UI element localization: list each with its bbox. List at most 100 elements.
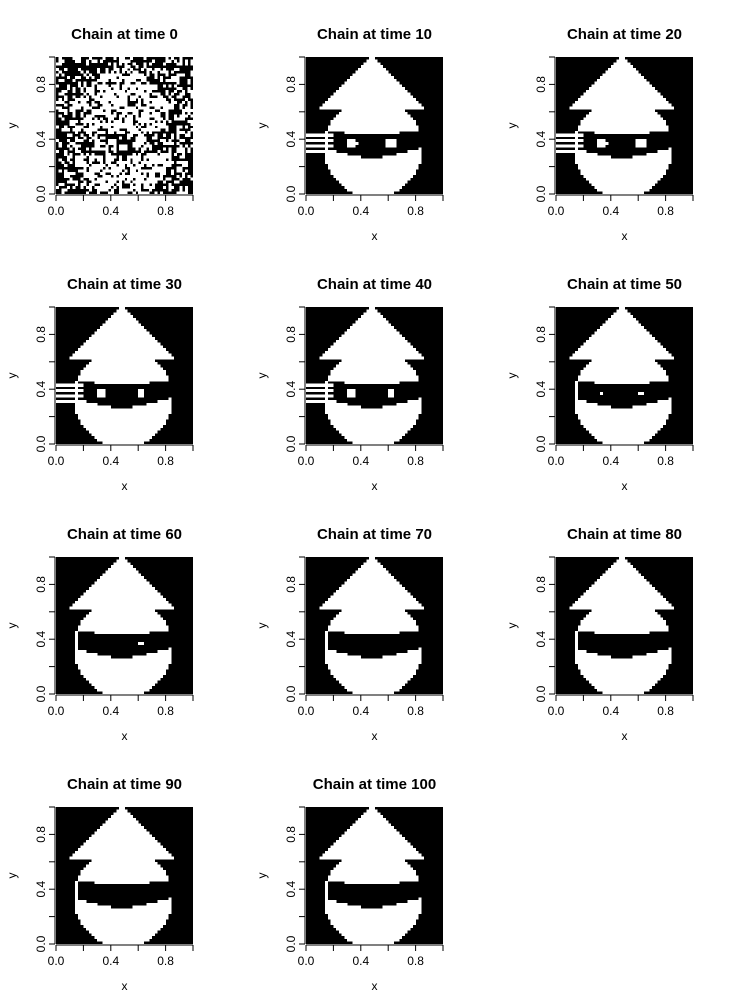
y-axis-label: y: [505, 373, 519, 379]
x-axis-label: x: [122, 229, 128, 243]
x-axis-label: x: [122, 729, 128, 743]
x-tick-label: 0.8: [407, 704, 424, 718]
x-tick-label: 0.0: [298, 704, 315, 718]
y-tick-label: 0.0: [284, 935, 298, 952]
y-tick-label: 0.4: [284, 881, 298, 898]
y-axis-label: y: [5, 873, 19, 879]
panel-time-10: Chain at time 10 0.0 0.4 0.8 0.0 0.4 0.8 x y: [255, 26, 444, 243]
x-tick-label: 0.0: [298, 454, 315, 468]
x-tick-label: 0.4: [102, 454, 119, 468]
axes: 0.0 0.4 0.8 0.0 0.4 0.8: [284, 306, 444, 468]
x-tick-label: 0.4: [352, 954, 369, 968]
panel-title: Chain at time 60: [67, 526, 182, 543]
image-pixels: [306, 307, 425, 445]
x-tick-label: 0.4: [602, 454, 619, 468]
x-tick-label: 0.8: [157, 454, 174, 468]
panel-time-30: Chain at time 30 0.0 0.4 0.8 0.0 0.4 0.8 x y: [5, 276, 194, 493]
panel-time-50: Chain at time 50 0.0 0.4 0.8 0.0 0.4 0.8 x y: [505, 276, 694, 493]
y-tick-label: 0.0: [534, 185, 548, 202]
panel-title: Chain at time 30: [67, 276, 182, 293]
axes: 0.0 0.4 0.8 0.0 0.4 0.8: [34, 306, 194, 468]
x-tick-label: 0.0: [298, 954, 315, 968]
x-tick-label: 0.4: [102, 704, 119, 718]
y-axis-label: y: [255, 123, 269, 129]
y-tick-label: 0.4: [34, 131, 48, 148]
x-tick-label: 0.4: [602, 704, 619, 718]
x-tick-label: 0.8: [407, 204, 424, 218]
axes: 0.0 0.4 0.8 0.0 0.4 0.8: [34, 56, 194, 218]
x-tick-label: 0.0: [48, 204, 65, 218]
y-tick-label: 0.4: [34, 881, 48, 898]
x-tick-label: 0.0: [548, 704, 565, 718]
x-tick-label: 0.8: [657, 454, 674, 468]
y-axis-label: y: [505, 623, 519, 629]
y-tick-label: 0.0: [534, 685, 548, 702]
y-tick-label: 0.4: [284, 381, 298, 398]
x-tick-label: 0.0: [48, 454, 65, 468]
y-tick-label: 0.0: [34, 185, 48, 202]
y-tick-label: 0.8: [34, 326, 48, 343]
axes: 0.0 0.4 0.8 0.0 0.4 0.8: [34, 806, 194, 968]
x-tick-label: 0.8: [157, 204, 174, 218]
panel-title: Chain at time 50: [567, 276, 682, 293]
image-pixels: [306, 57, 425, 195]
x-tick-label: 0.0: [48, 704, 65, 718]
panel-time-40: Chain at time 40 0.0 0.4 0.8 0.0 0.4 0.8 x y: [255, 276, 444, 493]
axes: 0.0 0.4 0.8 0.0 0.4 0.8: [284, 806, 444, 968]
x-tick-label: 0.8: [157, 954, 174, 968]
y-axis-label: y: [5, 623, 19, 629]
y-tick-label: 0.8: [534, 576, 548, 593]
y-tick-label: 0.8: [284, 326, 298, 343]
x-tick-label: 0.4: [102, 204, 119, 218]
image-pixels: [56, 57, 194, 195]
y-tick-label: 0.4: [284, 131, 298, 148]
y-tick-label: 0.4: [534, 631, 548, 648]
y-tick-label: 0.0: [34, 935, 48, 952]
image-pixels: [69, 557, 175, 695]
y-tick-label: 0.0: [284, 435, 298, 452]
panel-title: Chain at time 0: [71, 26, 178, 43]
image-pixels: [556, 57, 675, 195]
x-axis-label: x: [372, 229, 378, 243]
panel-time-20: Chain at time 20 0.0 0.4 0.8 0.0 0.4 0.8 x y: [505, 26, 694, 243]
y-tick-label: 0.0: [534, 435, 548, 452]
axes: 0.0 0.4 0.8 0.0 0.4 0.8: [34, 556, 194, 718]
x-tick-label: 0.4: [602, 204, 619, 218]
panel-time-60: Chain at time 60 0.0 0.4 0.8 0.0 0.4 0.8 x y: [5, 526, 194, 743]
image-pixels: [569, 307, 675, 445]
y-tick-label: 0.8: [284, 826, 298, 843]
y-axis-label: y: [5, 123, 19, 129]
panel-title: Chain at time 10: [317, 26, 432, 43]
x-axis-label: x: [122, 479, 128, 493]
axes: 0.0 0.4 0.8 0.0 0.4 0.8: [534, 56, 694, 218]
x-axis-label: x: [372, 479, 378, 493]
axes: 0.0 0.4 0.8 0.0 0.4 0.8: [534, 306, 694, 468]
panel-title: Chain at time 20: [567, 26, 682, 43]
x-axis-label: x: [372, 979, 378, 993]
image-pixels: [69, 807, 175, 945]
image-pixels: [569, 557, 675, 695]
panel-title: Chain at time 90: [67, 776, 182, 793]
y-tick-label: 0.8: [284, 576, 298, 593]
axes: 0.0 0.4 0.8 0.0 0.4 0.8: [284, 56, 444, 218]
panel-time-90: Chain at time 90 0.0 0.4 0.8 0.0 0.4 0.8 x y: [5, 776, 194, 993]
x-axis-label: x: [122, 979, 128, 993]
x-tick-label: 0.8: [157, 704, 174, 718]
x-tick-label: 0.0: [298, 204, 315, 218]
y-tick-label: 0.0: [284, 185, 298, 202]
y-tick-label: 0.4: [34, 631, 48, 648]
axes: 0.0 0.4 0.8 0.0 0.4 0.8: [534, 556, 694, 718]
x-axis-label: x: [372, 729, 378, 743]
panel-time-70: Chain at time 70 0.0 0.4 0.8 0.0 0.4 0.8 x y: [255, 526, 444, 743]
y-tick-label: 0.8: [284, 76, 298, 93]
y-tick-label: 0.4: [284, 631, 298, 648]
y-tick-label: 0.8: [34, 826, 48, 843]
axes: 0.0 0.4 0.8 0.0 0.4 0.8: [284, 556, 444, 718]
x-tick-label: 0.8: [657, 204, 674, 218]
y-tick-label: 0.8: [34, 76, 48, 93]
image-pixels: [319, 557, 425, 695]
image-pixels: [319, 807, 425, 945]
y-tick-label: 0.0: [34, 435, 48, 452]
x-tick-label: 0.0: [548, 204, 565, 218]
x-axis-label: x: [622, 729, 628, 743]
